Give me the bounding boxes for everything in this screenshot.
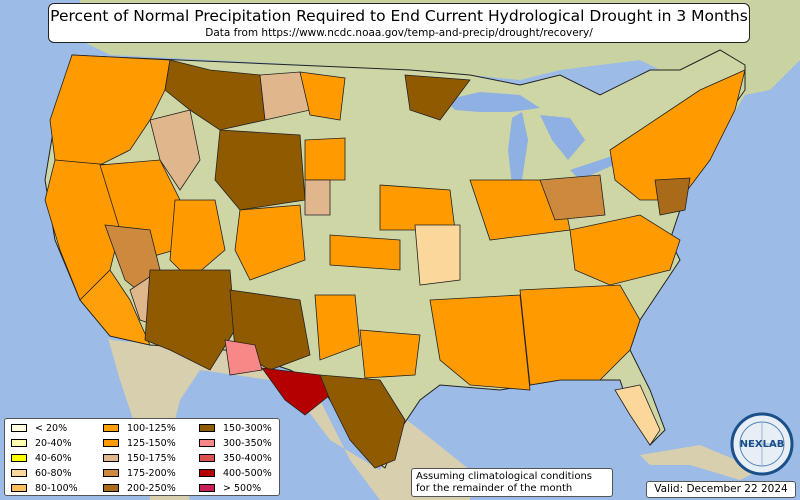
map-subtitle: Data from https://www.ncdc.noaa.gov/temp… <box>205 27 593 39</box>
svg-text:NEXLAB: NEXLAB <box>740 439 785 450</box>
legend-swatch <box>103 454 119 462</box>
note-line-1: Assuming climatological conditions <box>416 471 592 482</box>
legend-swatch <box>199 424 215 432</box>
legend-label: 100-125% <box>127 422 176 434</box>
legend-item: 100-125% <box>103 422 176 434</box>
legend-item: 125-150% <box>103 437 176 449</box>
legend-label: 125-150% <box>127 437 176 449</box>
valid-date: Valid: December 22 2024 <box>646 481 796 498</box>
legend-item: 400-500% <box>199 467 272 479</box>
nexlab-logo-icon: NEXLAB <box>730 412 794 476</box>
region-florida <box>614 384 661 446</box>
region-north-dakota <box>299 71 346 121</box>
legend-swatch <box>103 484 119 492</box>
region-mid-atlantic <box>654 177 691 216</box>
region-southeast <box>519 284 641 386</box>
assumption-note: Assuming climatological conditions for t… <box>411 468 613 497</box>
legend-swatch <box>199 454 215 462</box>
legend: < 20% 20-40% 40-60% 60-80% 80-100% 100-1… <box>4 418 280 496</box>
legend-label: > 500% <box>223 482 262 494</box>
lake-huron <box>540 115 585 160</box>
legend-label: 150-175% <box>127 452 176 464</box>
region-south-dakota <box>304 137 346 181</box>
legend-item: 80-100% <box>11 482 78 494</box>
region-lower-mississippi <box>429 294 531 391</box>
title-box: Percent of Normal Precipitation Required… <box>48 3 750 43</box>
legend-label: 400-500% <box>223 467 272 479</box>
lake-erie <box>570 155 620 180</box>
legend-swatch <box>11 454 27 462</box>
lake-superior <box>445 92 540 112</box>
legend-item: 350-400% <box>199 452 272 464</box>
drought-regions <box>44 54 746 469</box>
region-iowa-missouri <box>414 224 461 286</box>
region-central-texas <box>319 374 406 469</box>
legend-swatch <box>103 424 119 432</box>
region-kansas <box>329 234 401 271</box>
legend-swatch <box>199 439 215 447</box>
legend-item: 20-40% <box>11 437 72 449</box>
region-wyoming <box>214 129 306 211</box>
region-new-mexico-south <box>224 339 263 376</box>
legend-swatch <box>11 424 27 432</box>
legend-label: 150-300% <box>223 422 272 434</box>
legend-item: 300-350% <box>199 437 272 449</box>
legend-item: 175-200% <box>103 467 176 479</box>
legend-label: < 20% <box>35 422 68 434</box>
note-line-2: for the remainder of the month <box>416 483 573 494</box>
legend-label: 40-60% <box>35 452 72 464</box>
legend-swatch <box>11 484 27 492</box>
legend-item: 200-250% <box>103 482 176 494</box>
legend-item: 40-60% <box>11 452 72 464</box>
legend-swatch <box>199 484 215 492</box>
region-california-coast <box>79 269 151 346</box>
legend-label: 60-80% <box>35 467 72 479</box>
region-arizona <box>144 269 236 371</box>
lake-michigan <box>508 112 528 185</box>
legend-item: < 20% <box>11 422 67 434</box>
region-texas-panhandle <box>314 294 361 361</box>
region-colorado <box>234 204 306 281</box>
region-west-texas <box>261 367 331 416</box>
legend-item: 150-300% <box>199 422 272 434</box>
legend-label: 20-40% <box>35 437 72 449</box>
legend-item: > 500% <box>199 482 261 494</box>
region-appalachia <box>569 214 681 286</box>
legend-swatch <box>103 469 119 477</box>
legend-label: 80-100% <box>35 482 78 494</box>
region-oklahoma <box>359 329 421 379</box>
cuba <box>640 445 760 480</box>
region-northern-plains <box>379 184 456 231</box>
region-minnesota <box>404 74 471 121</box>
legend-label: 300-350% <box>223 437 272 449</box>
region-northeast <box>609 69 746 201</box>
region-nebraska <box>304 179 331 216</box>
map-title: Percent of Normal Precipitation Required… <box>50 7 748 25</box>
region-idaho <box>149 109 201 191</box>
legend-item: 60-80% <box>11 467 72 479</box>
region-michigan-ohio <box>539 174 606 221</box>
legend-label: 350-400% <box>223 452 272 464</box>
legend-item: 150-175% <box>103 452 176 464</box>
region-montana-west <box>164 59 266 131</box>
legend-swatch <box>103 439 119 447</box>
legend-swatch <box>11 439 27 447</box>
legend-label: 175-200% <box>127 467 176 479</box>
legend-label: 200-250% <box>127 482 176 494</box>
region-utah <box>169 199 226 281</box>
legend-swatch <box>199 469 215 477</box>
legend-swatch <box>11 469 27 477</box>
